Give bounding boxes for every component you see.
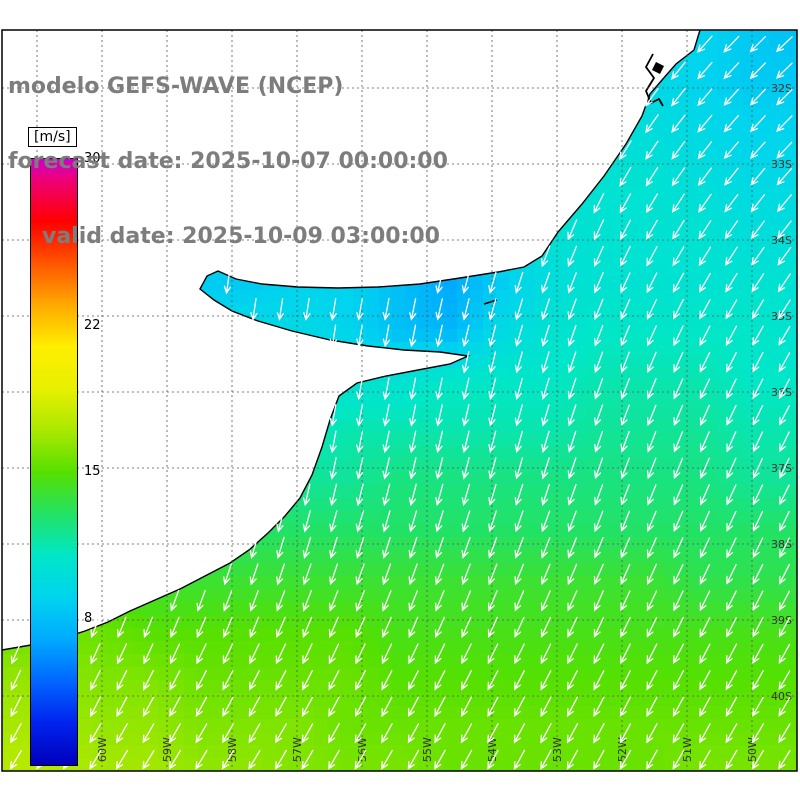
svg-text:39S: 39S bbox=[771, 614, 792, 627]
valid-date: valid date: 2025-10-09 03:00:00 bbox=[42, 224, 440, 249]
coastline bbox=[1, 29, 701, 651]
grid-lines bbox=[2, 30, 797, 771]
forecast-date: forecast date: 2025-10-07 00:00:00 bbox=[8, 149, 448, 174]
colorbar-tick: 22 bbox=[84, 318, 101, 334]
svg-text:51W: 51W bbox=[681, 737, 694, 762]
svg-text:60W: 60W bbox=[96, 737, 109, 762]
colorbar-gradient bbox=[30, 158, 78, 766]
svg-text:40S: 40S bbox=[771, 690, 792, 703]
colorbar-tick: 30 bbox=[84, 151, 101, 166]
colorbar: [m/s] 30 22 15 8 bbox=[28, 126, 101, 766]
colorbar-tick: 15 bbox=[84, 464, 101, 480]
wind-arrows bbox=[9, 35, 793, 771]
svg-text:55W: 55W bbox=[421, 737, 434, 762]
colorbar-unit-label: [m/s] bbox=[28, 127, 77, 147]
colorbar-tick: 8 bbox=[84, 610, 93, 626]
land-mass bbox=[2, 30, 700, 650]
map-header: modelo GEFS-WAVE (NCEP) forecast date: 2… bbox=[8, 24, 448, 299]
model-title: modelo GEFS-WAVE (NCEP) bbox=[8, 74, 344, 99]
svg-text:58W: 58W bbox=[226, 737, 239, 762]
svg-text:33S: 33S bbox=[771, 158, 792, 171]
svg-text:53W: 53W bbox=[551, 737, 564, 762]
map-frame bbox=[1, 29, 798, 772]
